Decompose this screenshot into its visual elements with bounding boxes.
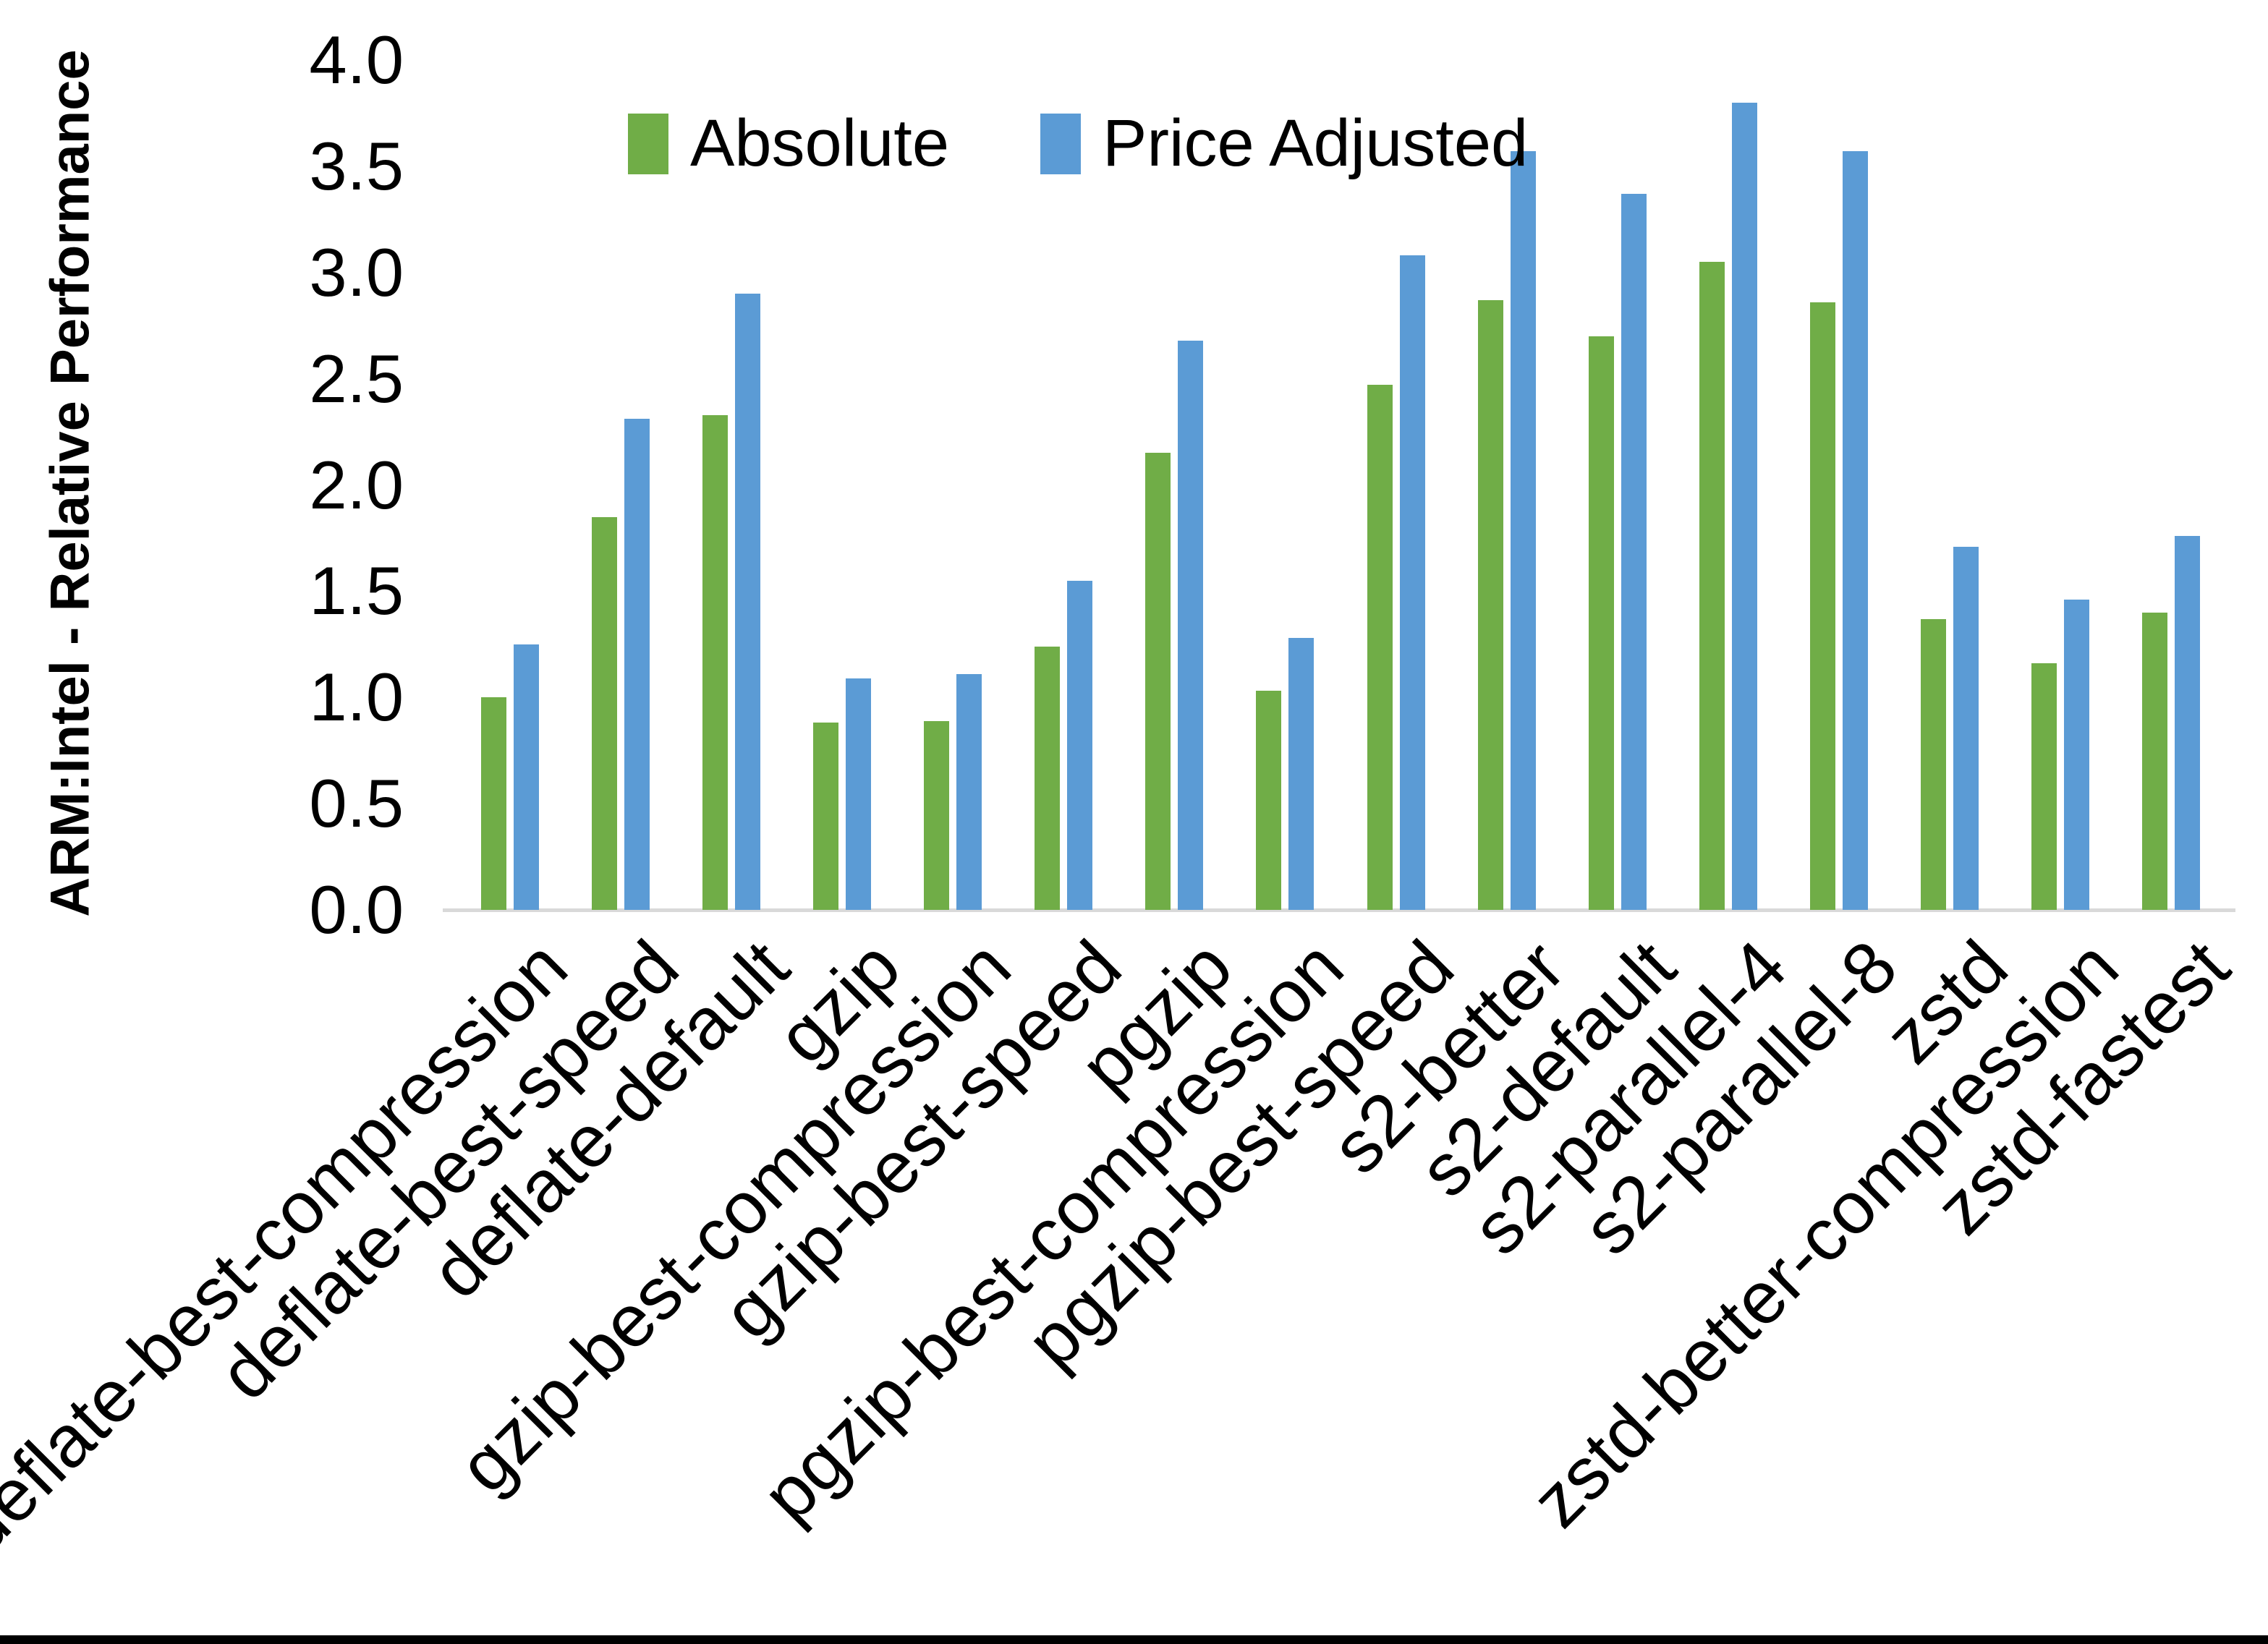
bar-absolute-s2-parallel-8 — [1810, 302, 1835, 910]
bar-absolute-zstd — [1921, 619, 1946, 910]
y-axis-title: ARM:Intel - Relative Performance — [39, 49, 101, 917]
bar-absolute-pgzip-best-compression — [1256, 691, 1281, 910]
y-tick-label: 0.0 — [309, 872, 404, 947]
bar-price-adjusted-gzip-best-speed — [1067, 581, 1092, 910]
bar-absolute-deflate-default — [702, 415, 728, 910]
bar-absolute-gzip-best-compression — [924, 721, 949, 910]
bar-price-adjusted-zstd — [1953, 547, 1979, 910]
bar-absolute-gzip-best-speed — [1035, 647, 1060, 910]
bar-absolute-s2-parallel-4 — [1699, 262, 1725, 910]
y-tick-label: 2.5 — [309, 340, 404, 417]
bar-absolute-pgzip-best-speed — [1367, 385, 1393, 910]
legend-swatch-absolute — [628, 113, 668, 174]
bar-absolute-zstd-fastest — [2142, 613, 2167, 910]
y-tick-label: 3.0 — [309, 234, 404, 310]
y-tick-label: 1.0 — [309, 659, 404, 736]
legend: Absolute Price Adjusted — [628, 106, 1528, 182]
bar-price-adjusted-deflate-best-speed — [624, 419, 650, 910]
bar-absolute-deflate-best-compression — [481, 697, 506, 910]
bar-price-adjusted-deflate-best-compression — [514, 644, 539, 910]
bar-price-adjusted-gzip — [846, 678, 871, 910]
bar-price-adjusted-pgzip-best-compression — [1288, 638, 1314, 910]
bar-price-adjusted-s2-better — [1511, 151, 1536, 910]
y-tick-label: 0.5 — [309, 765, 404, 842]
bar-price-adjusted-zstd-fastest — [2175, 536, 2200, 910]
bar-price-adjusted-s2-parallel-4 — [1732, 103, 1757, 910]
bar-absolute-s2-default — [1589, 336, 1614, 910]
bar-absolute-zstd-better-compression — [2031, 663, 2057, 910]
x-axis-line — [443, 908, 2235, 912]
bar-price-adjusted-s2-default — [1621, 194, 1647, 910]
bar-absolute-deflate-best-speed — [592, 517, 617, 910]
legend-label-price-adjusted: Price Adjusted — [1103, 106, 1529, 180]
bottom-border — [0, 1635, 2268, 1644]
bar-price-adjusted-s2-parallel-8 — [1843, 151, 1868, 910]
bar-price-adjusted-pgzip — [1178, 341, 1203, 910]
bar-absolute-s2-better — [1478, 300, 1503, 910]
y-tick-label: 3.5 — [309, 127, 404, 204]
bar-absolute-pgzip — [1145, 453, 1171, 910]
bar-absolute-gzip — [813, 723, 838, 910]
bar-price-adjusted-gzip-best-compression — [956, 674, 982, 910]
y-tick-label: 2.0 — [309, 446, 404, 523]
y-tick-label: 4.0 — [309, 22, 404, 98]
legend-swatch-price-adjusted — [1040, 113, 1082, 174]
bar-price-adjusted-deflate-default — [735, 294, 760, 910]
bar-price-adjusted-pgzip-best-speed — [1400, 255, 1425, 910]
legend-label-absolute: Absolute — [690, 106, 950, 180]
bar-price-adjusted-zstd-better-compression — [2064, 600, 2089, 910]
y-tick-label: 1.5 — [309, 553, 404, 629]
